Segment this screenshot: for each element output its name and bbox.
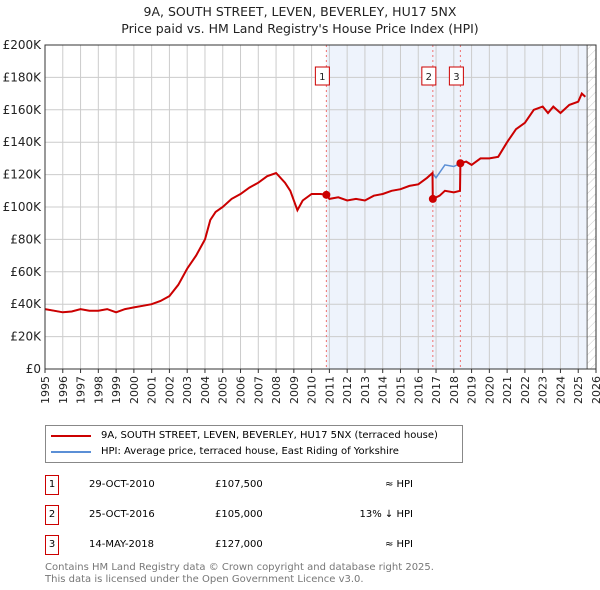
sale-label: 1 [319, 72, 325, 83]
sale-label: 3 [453, 72, 459, 83]
x-tick-label: 2011 [323, 376, 336, 404]
sale-date: 29-OCT-2010 [89, 479, 155, 490]
y-tick-label: £140K [3, 135, 43, 149]
x-tick-label: 2024 [554, 376, 567, 404]
plot-frame [44, 44, 597, 370]
sale-point [456, 159, 465, 168]
sale-number: 3 [45, 535, 59, 555]
legend-item-price-paid: 9A, SOUTH STREET, LEVEN, BEVERLEY, HU17 … [51, 430, 438, 442]
sale-price: £107,500 [215, 479, 263, 490]
y-tick-label: £200K [3, 38, 43, 52]
x-tick-label: 2019 [466, 376, 479, 404]
x-tick-label: 2009 [288, 376, 301, 404]
x-tick-label: 2015 [394, 376, 407, 404]
chart-title: 9A, SOUTH STREET, LEVEN, BEVERLEY, HU17 … [143, 4, 457, 19]
sale-point [322, 190, 331, 199]
table-row: 3 14-MAY-2018 £127,000 ≈ HPI [45, 535, 445, 555]
sale-label-box [421, 66, 437, 86]
x-tick-label: 2016 [412, 376, 425, 404]
sale-number: 2 [45, 505, 59, 525]
x-tick-label: 2001 [146, 376, 159, 404]
sale-date: 25-OCT-2016 [89, 509, 155, 520]
legend-swatch-blue [51, 451, 91, 453]
footer-line: Contains HM Land Registry data © Crown c… [45, 562, 434, 573]
x-tick-label: 2018 [448, 376, 461, 404]
x-tick-label: 1999 [110, 376, 123, 404]
x-tick-label: 2026 [590, 376, 600, 404]
y-tick-label: £120K [3, 168, 43, 182]
y-tick-label: £180K [3, 70, 43, 84]
footer-line: This data is licensed under the Open Gov… [45, 574, 364, 585]
sale-label-box [448, 66, 464, 86]
legend-swatch-red [51, 435, 91, 437]
legend-label: HPI: Average price, terraced house, East… [101, 446, 399, 457]
sale-number: 1 [45, 475, 59, 495]
x-tick-label: 1998 [92, 376, 105, 404]
y-tick-label: £20K [10, 330, 42, 344]
table-row: 1 29-OCT-2010 £107,500 ≈ HPI [45, 475, 445, 495]
hpi-compare: 13% ↓ HPI [359, 509, 413, 520]
sale-date: 14-MAY-2018 [89, 539, 155, 550]
x-tick-label: 2002 [163, 376, 176, 404]
x-tick-label: 2003 [181, 376, 194, 404]
y-tick-label: £40K [10, 297, 42, 311]
x-tick-label: 2007 [252, 376, 265, 404]
footer: Contains HM Land Registry data © Crown c… [45, 562, 434, 586]
x-tick-label: 2013 [359, 376, 372, 404]
x-tick-label: 1996 [57, 376, 70, 404]
x-tick-label: 2012 [341, 376, 354, 404]
legend-item-hpi: HPI: Average price, terraced house, East… [51, 446, 399, 458]
legend-label: 9A, SOUTH STREET, LEVEN, BEVERLEY, HU17 … [101, 430, 438, 441]
chart-subtitle: Price paid vs. HM Land Registry's House … [121, 21, 479, 36]
x-tick-label: 2020 [483, 376, 496, 404]
line-chart: 1995 1996 1997 1998 1999 2000 2001 2002 2003 2004… [3, 38, 600, 404]
table-row: 2 25-OCT-2016 £105,000 13% ↓ HPI [45, 505, 445, 525]
y-tick-label: £80K [10, 232, 42, 246]
x-tick-label: 2000 [128, 376, 141, 404]
x-tick-label: 2023 [537, 376, 550, 404]
x-tick-label: 1997 [75, 376, 88, 404]
x-tick-label: 2010 [306, 376, 319, 404]
sale-label-box [314, 66, 330, 86]
y-tick-label: £160K [3, 103, 43, 117]
y-tick-label: £100K [3, 200, 43, 214]
x-tick-label: 2025 [572, 376, 585, 404]
series-line-price-paid [44, 91, 586, 314]
x-tick-label: 2008 [270, 376, 283, 404]
x-tick-label: 2004 [199, 376, 212, 404]
x-tick-label: 1995 [39, 376, 52, 404]
x-tick-label: 2006 [235, 376, 248, 404]
sale-label: 2 [426, 72, 432, 83]
y-tick-label: £60K [10, 265, 42, 279]
legend: 9A, SOUTH STREET, LEVEN, BEVERLEY, HU17 … [45, 425, 463, 463]
x-tick-label: 2014 [377, 376, 390, 404]
x-tick-label: 2017 [430, 376, 443, 404]
x-tick-label: 2005 [217, 376, 230, 404]
x-tick-label: 2021 [501, 376, 514, 404]
sale-price: £105,000 [215, 509, 263, 520]
y-tick-label: £0 [26, 362, 41, 376]
hpi-compare: ≈ HPI [384, 539, 413, 550]
hpi-compare: ≈ HPI [384, 479, 413, 490]
sale-point [428, 194, 437, 203]
x-tick-label: 2022 [519, 376, 532, 404]
sale-price: £127,000 [215, 539, 263, 550]
